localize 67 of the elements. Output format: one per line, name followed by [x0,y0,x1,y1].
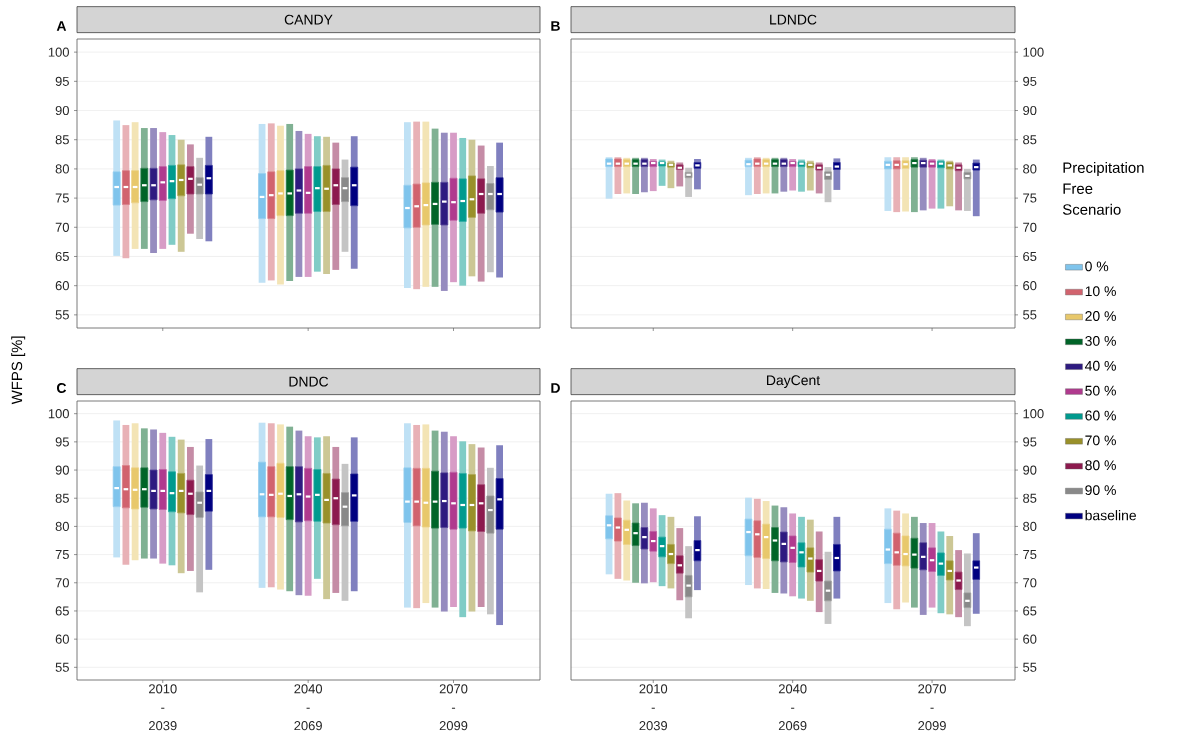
chart-title: DNDC [289,376,329,387]
legend-label: 10 % [1085,286,1116,297]
y-tick-label: 85 [55,135,69,145]
y-tick-label: 75 [1023,550,1037,560]
y-tick-label: 95 [1023,437,1037,447]
text: B [551,21,560,31]
y-tick-label: 80 [1023,521,1037,531]
y-tick-label: 55 [55,662,69,672]
y-tick-label: 60 [1023,281,1037,291]
x-tick-label: 2070 - 2099 [918,684,946,731]
y-tick-label: 55 [55,310,69,320]
y-axis-title: WFPS [%] [11,336,26,405]
x-tick-label: 2010 - 2039 [149,684,177,731]
y-tick-label: 85 [55,493,69,503]
y-tick-label: 90 [1023,105,1037,116]
y-tick-label: 100 [48,409,69,419]
text: C [56,383,67,393]
y-tick-label: 80 [55,521,69,531]
legend-label: 70 % [1085,435,1116,446]
legend-label: 60 % [1085,410,1116,421]
y-tick-label: 85 [1023,135,1037,145]
text: A [56,21,67,31]
y-tick-label: 90 [55,465,69,475]
legend-title: Precipitation Free Scenario [1062,162,1144,215]
y-tick-label: 100 [1023,409,1044,419]
y-tick-label: 60 [55,281,69,291]
text: D [551,383,560,393]
x-tick-label: 2040 - 2069 [778,684,807,731]
x-tick-label: 2070 - 2099 [439,684,468,731]
legend-label: 40 % [1084,360,1116,371]
legend-label: 50 % [1085,385,1116,396]
chart-title: CANDY [284,14,333,25]
legend-label: 20 % [1085,311,1116,321]
y-tick-label: 60 [55,634,69,644]
legend-label: 0 % [1085,261,1109,272]
y-tick-label: 95 [55,76,69,86]
y-tick-label: 95 [1023,76,1037,86]
x-tick-label: 2010 - 2039 [639,684,668,731]
y-tick-label: 100 [48,47,69,57]
y-tick-label: 95 [55,437,69,447]
y-tick-label: 90 [1023,465,1037,475]
y-tick-label: 65 [55,251,69,262]
y-tick-label: 100 [1023,47,1044,57]
y-tick-label: 80 [55,164,69,174]
y-tick-label: 65 [1023,251,1037,262]
legend-label: 90 % [1085,485,1116,496]
y-tick-label: 65 [55,606,69,616]
y-tick-label: 75 [1023,193,1037,203]
y-tick-label: 75 [55,550,69,560]
legend-label: 30 % [1085,335,1116,346]
y-tick-label: 70 [55,222,69,232]
y-tick-label: 85 [1023,493,1037,503]
y-tick-label: 70 [1023,578,1037,588]
legend-label: baseline [1085,510,1136,521]
y-tick-label: 60 [1023,634,1037,644]
y-tick-label: 80 [1023,164,1037,174]
x-tick-label: 2040 - 2069 [294,684,323,731]
y-tick-label: 55 [1023,310,1037,320]
y-tick-label: 70 [1023,222,1037,232]
legend-label: 80 % [1085,460,1116,471]
y-tick-label: 70 [55,578,69,588]
y-tick-label: 75 [55,193,69,203]
y-tick-label: 65 [1023,606,1037,616]
y-tick-label: 90 [55,105,69,116]
chart-title: LDNDC [770,14,817,25]
y-tick-label: 55 [1023,662,1037,672]
chart-title: DayCent [767,375,821,388]
